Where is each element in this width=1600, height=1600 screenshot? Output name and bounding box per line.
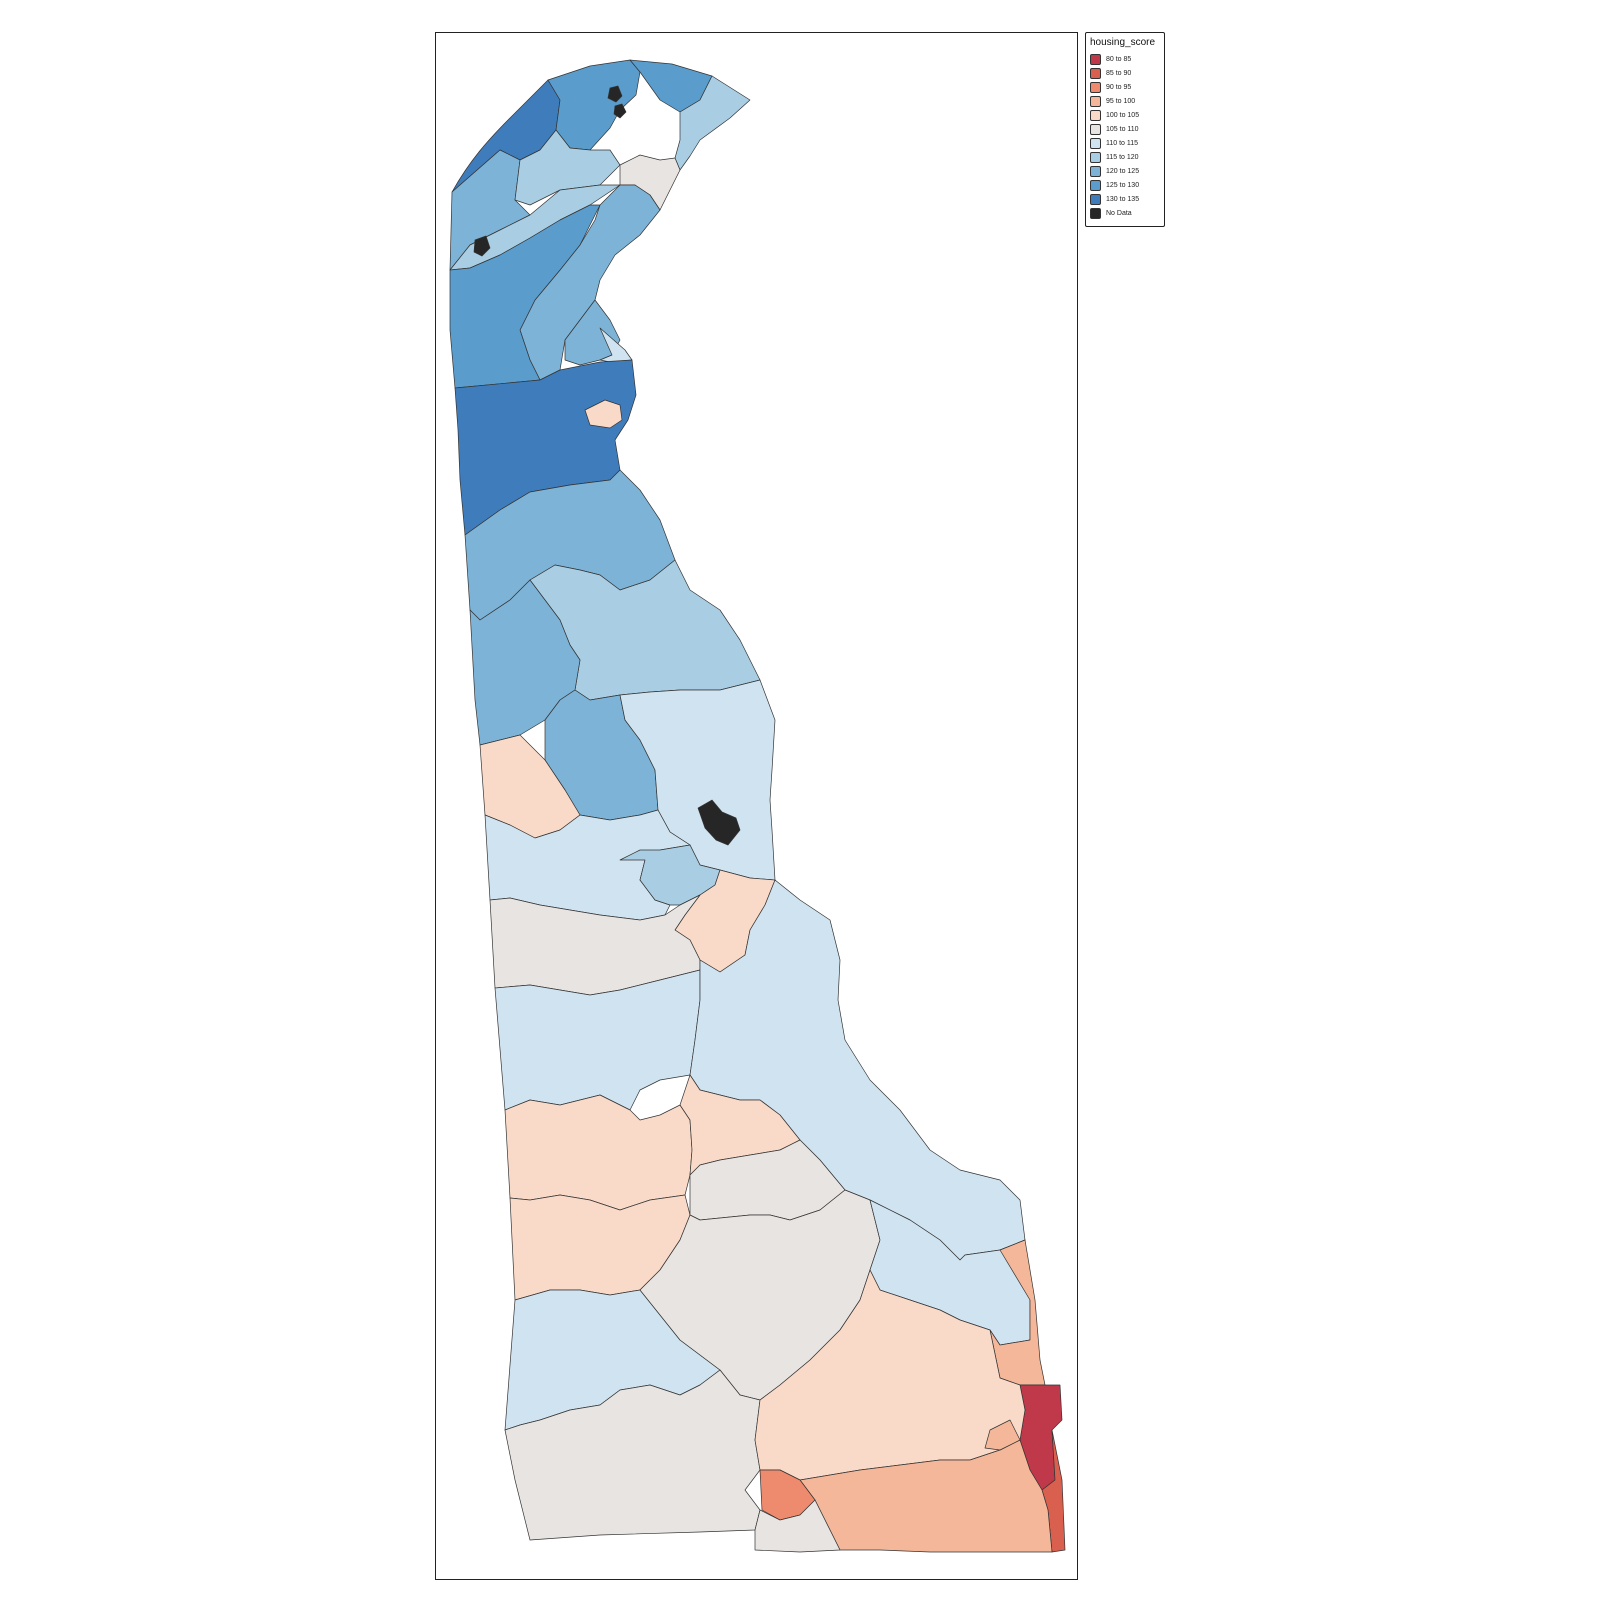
legend-label: 115 to 120: [1106, 153, 1139, 161]
legend-swatch: [1090, 165, 1101, 177]
legend-label: 105 to 110: [1106, 125, 1139, 133]
legend: housing_score 80 to 85 85 to 90 90 to 95 95…: [1085, 32, 1165, 227]
legend-label: 120 to 125: [1106, 167, 1140, 175]
legend-item: 120 to 125: [1090, 164, 1160, 178]
legend-swatch: [1090, 193, 1101, 205]
legend-label: 95 to 100: [1106, 97, 1136, 105]
legend-label: 85 to 90: [1106, 69, 1132, 77]
legend-item: 100 to 105: [1090, 108, 1160, 122]
region-north-center-light: [514, 129, 621, 206]
legend-items: 80 to 85 85 to 90 90 to 95 95 to 100 100 to …: [1090, 52, 1160, 220]
legend-item: 125 to 130: [1090, 178, 1160, 192]
legend-item: 95 to 100: [1090, 94, 1160, 108]
legend-item: No Data: [1090, 206, 1160, 220]
legend-item: 90 to 95: [1090, 80, 1160, 94]
legend-item: 130 to 135: [1090, 192, 1160, 206]
legend-swatch: [1090, 53, 1101, 65]
legend-item: 85 to 90: [1090, 66, 1160, 80]
legend-item: 80 to 85: [1090, 52, 1160, 66]
legend-swatch: [1090, 207, 1101, 219]
region-south-grey-bottom: [754, 1499, 841, 1553]
legend-swatch: [1090, 151, 1101, 163]
region-south-grey-3: [504, 1369, 761, 1541]
legend-swatch: [1090, 123, 1101, 135]
region-no-data-north-3: [473, 235, 491, 257]
legend-title: housing_score: [1090, 37, 1156, 48]
region-north-tip-center: [547, 59, 641, 151]
region-south-pink-1: [504, 1094, 693, 1211]
legend-label: 130 to 135: [1106, 195, 1140, 203]
legend-swatch: [1090, 109, 1101, 121]
legend-swatch: [1090, 95, 1101, 107]
legend-swatch: [1090, 137, 1101, 149]
legend-label: No Data: [1106, 209, 1132, 217]
region-no-data-north-2: [613, 103, 627, 119]
region-south-salmon-2: [984, 1419, 1021, 1451]
legend-label: 90 to 95: [1106, 83, 1132, 91]
legend-swatch: [1090, 179, 1101, 191]
region-north-mid-east: [564, 299, 621, 366]
legend-swatch: [1090, 67, 1101, 79]
region-no-data-dover: [697, 799, 741, 846]
legend-swatch: [1090, 81, 1101, 93]
legend-item: 110 to 115: [1090, 136, 1160, 150]
legend-label: 80 to 85: [1106, 55, 1132, 63]
region-no-data-north-1: [607, 85, 623, 103]
legend-label: 125 to 130: [1106, 181, 1140, 189]
legend-item: 115 to 120: [1090, 150, 1160, 164]
legend-item: 105 to 110: [1090, 122, 1160, 136]
legend-label: 100 to 105: [1106, 111, 1140, 119]
region-mid-pink-island: [584, 399, 623, 429]
legend-label: 110 to 115: [1106, 139, 1139, 147]
